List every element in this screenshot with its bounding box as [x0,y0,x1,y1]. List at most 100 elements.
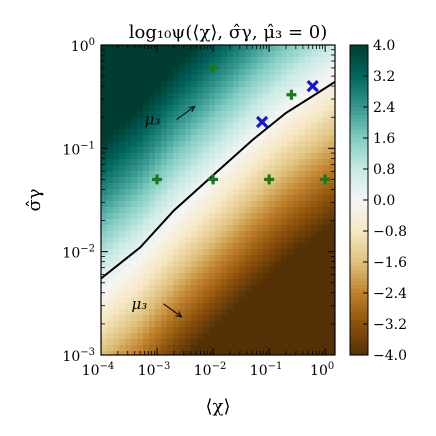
heatmap-cell [293,315,300,322]
colorbar-tick-label: −0.8 [373,224,407,240]
heatmap-cell [125,75,132,82]
heatmap-cell [197,261,204,268]
heatmap-cell [179,93,186,100]
heatmap-cell [143,327,150,334]
heatmap-cell [311,189,318,196]
heatmap-cell [185,213,192,220]
heatmap-cell [209,75,216,82]
heatmap-cell [245,345,252,352]
heatmap-cell [173,159,180,166]
heatmap-cell [263,135,270,142]
heatmap-cell [131,327,138,334]
heatmap-cell [179,279,186,286]
y-tick-label: 10−1 [62,140,95,158]
heatmap-cell [281,267,288,274]
heatmap-cell [329,51,335,58]
colorbar-band [350,320,368,325]
heatmap-cell [281,117,288,124]
heatmap-cell [221,75,228,82]
heatmap-cell [125,213,132,220]
heatmap-cell [281,69,288,76]
heatmap-cell [323,309,330,316]
heatmap-cell [149,87,156,94]
heatmap-cell [233,261,240,268]
heatmap-cell [167,177,174,184]
heatmap-cell [113,171,120,178]
heatmap-cell [305,51,312,58]
heatmap-cell [191,333,198,340]
heatmap-cell [173,147,180,154]
heatmap-cell [287,339,294,346]
heatmap-cell [167,201,174,208]
heatmap-cell [329,105,335,112]
heatmap-cell [269,105,276,112]
heatmap-cell [293,201,300,208]
colorbar-band [350,91,368,96]
heatmap-cell [215,69,222,76]
heatmap-cell [209,225,216,232]
heatmap-cell [209,57,216,64]
heatmap-cell [113,297,120,304]
heatmap-cell [317,237,324,244]
heatmap-cell [161,99,168,106]
heatmap-cell [311,111,318,118]
heatmap-cell [101,201,108,208]
heatmap-cell [239,75,246,82]
heatmap-cell [281,81,288,88]
heatmap-cell [293,171,300,178]
heatmap-cell [191,339,198,346]
heatmap-cell [209,219,216,226]
heatmap-cell [287,303,294,310]
heatmap-cell [239,207,246,214]
heatmap-cell [263,141,270,148]
heatmap-cell [179,261,186,268]
heatmap-cell [269,183,276,190]
heatmap-cell [299,213,306,220]
heatmap-cell [305,267,312,274]
heatmap-cell [155,231,162,238]
heatmap-cell [263,153,270,160]
heatmap-cell [101,237,108,244]
heatmap-cell [329,117,335,124]
heatmap-cell [299,69,306,76]
heatmap-cell [329,225,335,232]
heatmap-cell [119,189,126,196]
heatmap-cell [269,99,276,106]
heatmap-cell [149,345,156,352]
heatmap-cell [233,129,240,136]
heatmap-cell [179,177,186,184]
heatmap-cell [293,51,300,58]
heatmap-cell [251,69,258,76]
heatmap-cell [167,123,174,130]
heatmap-cell [197,195,204,202]
heatmap-cell [107,327,114,334]
heatmap-cell [101,153,108,160]
heatmap-cell [107,183,114,190]
heatmap-cell [185,165,192,172]
heatmap-cell [269,165,276,172]
heatmap-cell [251,297,258,304]
heatmap-cell [311,195,318,202]
heatmap-cell [269,291,276,298]
heatmap-cell [155,195,162,202]
heatmap-cell [125,51,132,58]
heatmap-cell [221,195,228,202]
heatmap-cell [137,165,144,172]
heatmap-cell [233,219,240,226]
mu3-annotation: μ₃ [145,111,161,129]
heatmap-cell [311,87,318,94]
heatmap-cell [203,159,210,166]
heatmap-cell [323,165,330,172]
heatmap-cell [197,333,204,340]
colorbar-band [350,339,368,344]
heatmap-cell [293,237,300,244]
heatmap-cell [173,255,180,262]
heatmap-cell [203,285,210,292]
heatmap-cell [197,171,204,178]
heatmap-cell [245,129,252,136]
heatmap-cell [281,231,288,238]
heatmap-cell [113,351,120,355]
heatmap-cell [143,45,150,52]
heatmap-cell [215,279,222,286]
heatmap-cell [245,87,252,94]
